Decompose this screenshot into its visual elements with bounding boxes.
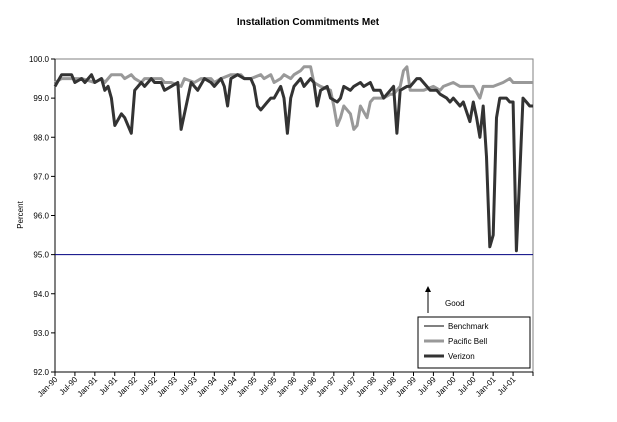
x-tick-label: Jan-93 (155, 375, 179, 399)
legend-label-benchmark: Benchmark (448, 322, 489, 331)
x-tick-label: Jan-97 (315, 375, 339, 399)
chart-title: Installation Commitments Met (237, 17, 380, 28)
x-tick-label: Jan-95 (235, 375, 259, 399)
y-tick-label: 93.0 (33, 329, 49, 338)
y-tick-label: 100.0 (29, 55, 50, 64)
x-tick-label: Jan-94 (195, 375, 219, 399)
x-tick-label: Jan-98 (354, 375, 378, 399)
y-tick-label: 99.0 (33, 94, 49, 103)
x-tick-label: Jan-90 (36, 375, 60, 399)
x-tick-label: Jan-00 (434, 375, 458, 399)
x-tick-label: Jan-01 (474, 375, 498, 399)
x-axis: Jan-90Jul-90Jan-91Jul-91Jan-92Jul-92Jan-… (36, 371, 534, 399)
y-tick-label: 98.0 (33, 133, 49, 142)
legend: Benchmark Pacific Bell Verizon (417, 316, 531, 369)
series-line-verizon (53, 73, 533, 253)
series-line-pacific-bell (54, 65, 533, 131)
legend-label-pacific-bell: Pacific Bell (448, 337, 487, 346)
y-axis-label: Percent (16, 200, 25, 228)
x-tick-label: Jan-92 (115, 375, 139, 399)
x-tick-label: Jan-91 (76, 375, 100, 399)
x-tick-label: Jan-99 (394, 375, 418, 399)
y-tick-label: 95.0 (33, 251, 49, 260)
y-axis: 92.0 93.0 94.0 95.0 96.0 97.0 98.0 99.0 100.0 (29, 55, 56, 377)
y-tick-label: 94.0 (33, 290, 49, 299)
series-group (53, 65, 533, 256)
x-tick-label: Jul-01 (496, 375, 518, 397)
annotation-good: Good (445, 299, 465, 308)
legend-label-verizon: Verizon (448, 352, 475, 361)
x-tick-label: Jan-96 (275, 375, 299, 399)
y-tick-label: 97.0 (33, 172, 49, 181)
y-tick-label: 96.0 (33, 212, 49, 221)
arrow-head-icon (425, 286, 431, 292)
good-annotation: Good (425, 286, 465, 313)
y-tick-label: 92.0 (33, 368, 49, 377)
